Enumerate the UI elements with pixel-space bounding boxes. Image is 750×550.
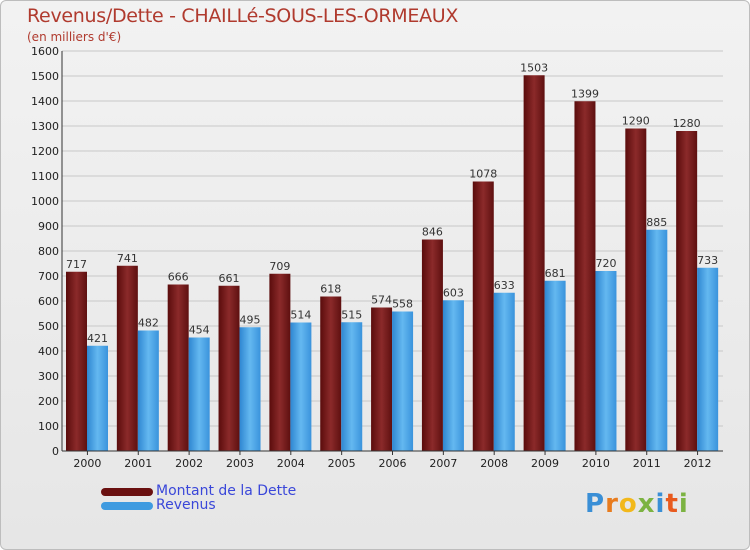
x-tick-label: 2006: [379, 457, 407, 470]
logo-letter: t: [665, 489, 679, 519]
bar-revenus: [646, 229, 668, 451]
bar-dette: [574, 101, 596, 451]
bar-dette: [523, 75, 545, 451]
x-tick-label: 2010: [582, 457, 610, 470]
bar-dette: [66, 271, 87, 451]
logo-letter: P: [585, 489, 606, 519]
bar-revenus: [188, 337, 210, 451]
bar-dette: [676, 131, 698, 451]
legend-label-revenus: Revenus: [156, 497, 216, 513]
bar-dette: [167, 284, 189, 451]
y-tick-label: 500: [38, 320, 59, 333]
y-tick-label: 700: [38, 270, 59, 283]
bar-revenus: [392, 311, 414, 451]
bar-value-label: 720: [595, 257, 616, 270]
logo-letter: i: [655, 489, 666, 519]
y-tick-label: 1200: [31, 145, 59, 158]
x-tick-label: 2003: [226, 457, 254, 470]
y-tick-label: 200: [38, 395, 59, 408]
y-tick-label: 400: [38, 345, 59, 358]
y-tick-label: 1600: [31, 45, 59, 58]
bar-value-label: 495: [240, 313, 261, 326]
x-tick-label: 2008: [480, 457, 508, 470]
bar-revenus: [493, 292, 515, 451]
bar-dette: [116, 265, 138, 451]
bar-value-label: 733: [697, 254, 718, 267]
chart-title: Revenus/Dette - CHAILLé-SOUS-LES-ORMEAUX: [27, 5, 459, 27]
y-tick-label: 300: [38, 370, 59, 383]
bar-revenus: [87, 345, 108, 451]
bar-revenus: [137, 330, 159, 451]
bar-value-label: 741: [117, 252, 138, 265]
legend-label-debt: Montant de la Dette: [156, 483, 297, 499]
x-tick-label: 2007: [429, 457, 457, 470]
x-tick-label: 2001: [124, 457, 152, 470]
bar-value-label: 454: [189, 324, 210, 337]
bar-value-label: 618: [320, 283, 341, 296]
y-tick-label: 1000: [31, 195, 59, 208]
bar-dette: [218, 285, 240, 451]
bar-value-label: 709: [269, 260, 290, 273]
bar-value-label: 846: [422, 226, 443, 239]
x-tick-label: 2005: [328, 457, 356, 470]
bar-revenus: [544, 280, 566, 451]
logo-letter: r: [605, 489, 619, 519]
bar-value-label: 1503: [520, 61, 548, 74]
bar-dette: [269, 273, 291, 451]
bar-value-label: 574: [371, 294, 392, 307]
y-tick-label: 900: [38, 220, 59, 233]
bar-value-label: 1290: [622, 115, 650, 128]
logo-letter: o: [618, 489, 638, 519]
y-tick-label: 0: [52, 445, 59, 458]
bar-value-label: 558: [392, 298, 413, 311]
bar-revenus: [697, 267, 719, 451]
y-tick-label: 1500: [31, 70, 59, 83]
bar-dette: [421, 239, 443, 451]
bar-dette: [625, 128, 647, 451]
legend-swatch-revenus: [101, 502, 153, 510]
bar-value-label: 633: [494, 279, 515, 292]
x-tick-label: 2004: [277, 457, 305, 470]
bar-value-label: 514: [290, 309, 311, 322]
bar-value-label: 717: [66, 258, 87, 271]
y-tick-label: 1400: [31, 95, 59, 108]
bar-value-label: 885: [646, 216, 667, 229]
legend-swatch-debt: [101, 488, 153, 496]
bar-dette: [371, 307, 393, 451]
bar-value-label: 661: [219, 272, 240, 285]
proxiti-logo: Proxiti: [585, 489, 689, 519]
bar-value-label: 1399: [571, 87, 599, 100]
y-tick-label: 1100: [31, 170, 59, 183]
x-tick-label: 2002: [175, 457, 203, 470]
logo-letter: x: [637, 489, 656, 519]
bar-revenus: [290, 322, 312, 451]
bar-value-label: 1078: [469, 168, 497, 181]
bar-value-label: 515: [341, 308, 362, 321]
bar-value-label: 1280: [673, 117, 701, 130]
y-tick-label: 800: [38, 245, 59, 258]
chart-subtitle: (en milliers d'€): [27, 30, 122, 44]
bar-value-label: 681: [545, 267, 566, 280]
bar-revenus: [239, 327, 261, 451]
y-tick-label: 600: [38, 295, 59, 308]
bar-value-label: 603: [443, 286, 464, 299]
bar-revenus: [595, 271, 617, 451]
bar-revenus: [442, 300, 464, 451]
bar-revenus: [341, 322, 363, 451]
logo-letter: i: [678, 489, 689, 519]
bar-dette: [472, 181, 494, 451]
bar-dette: [320, 296, 342, 451]
x-tick-label: 2011: [633, 457, 661, 470]
x-tick-label: 2000: [73, 457, 101, 470]
bar-value-label: 666: [168, 271, 189, 284]
x-tick-label: 2009: [531, 457, 559, 470]
y-tick-label: 100: [38, 420, 59, 433]
bar-value-label: 482: [138, 317, 159, 330]
bar-value-label: 421: [87, 332, 108, 345]
x-tick-label: 2012: [684, 457, 712, 470]
y-tick-label: 1300: [31, 120, 59, 133]
